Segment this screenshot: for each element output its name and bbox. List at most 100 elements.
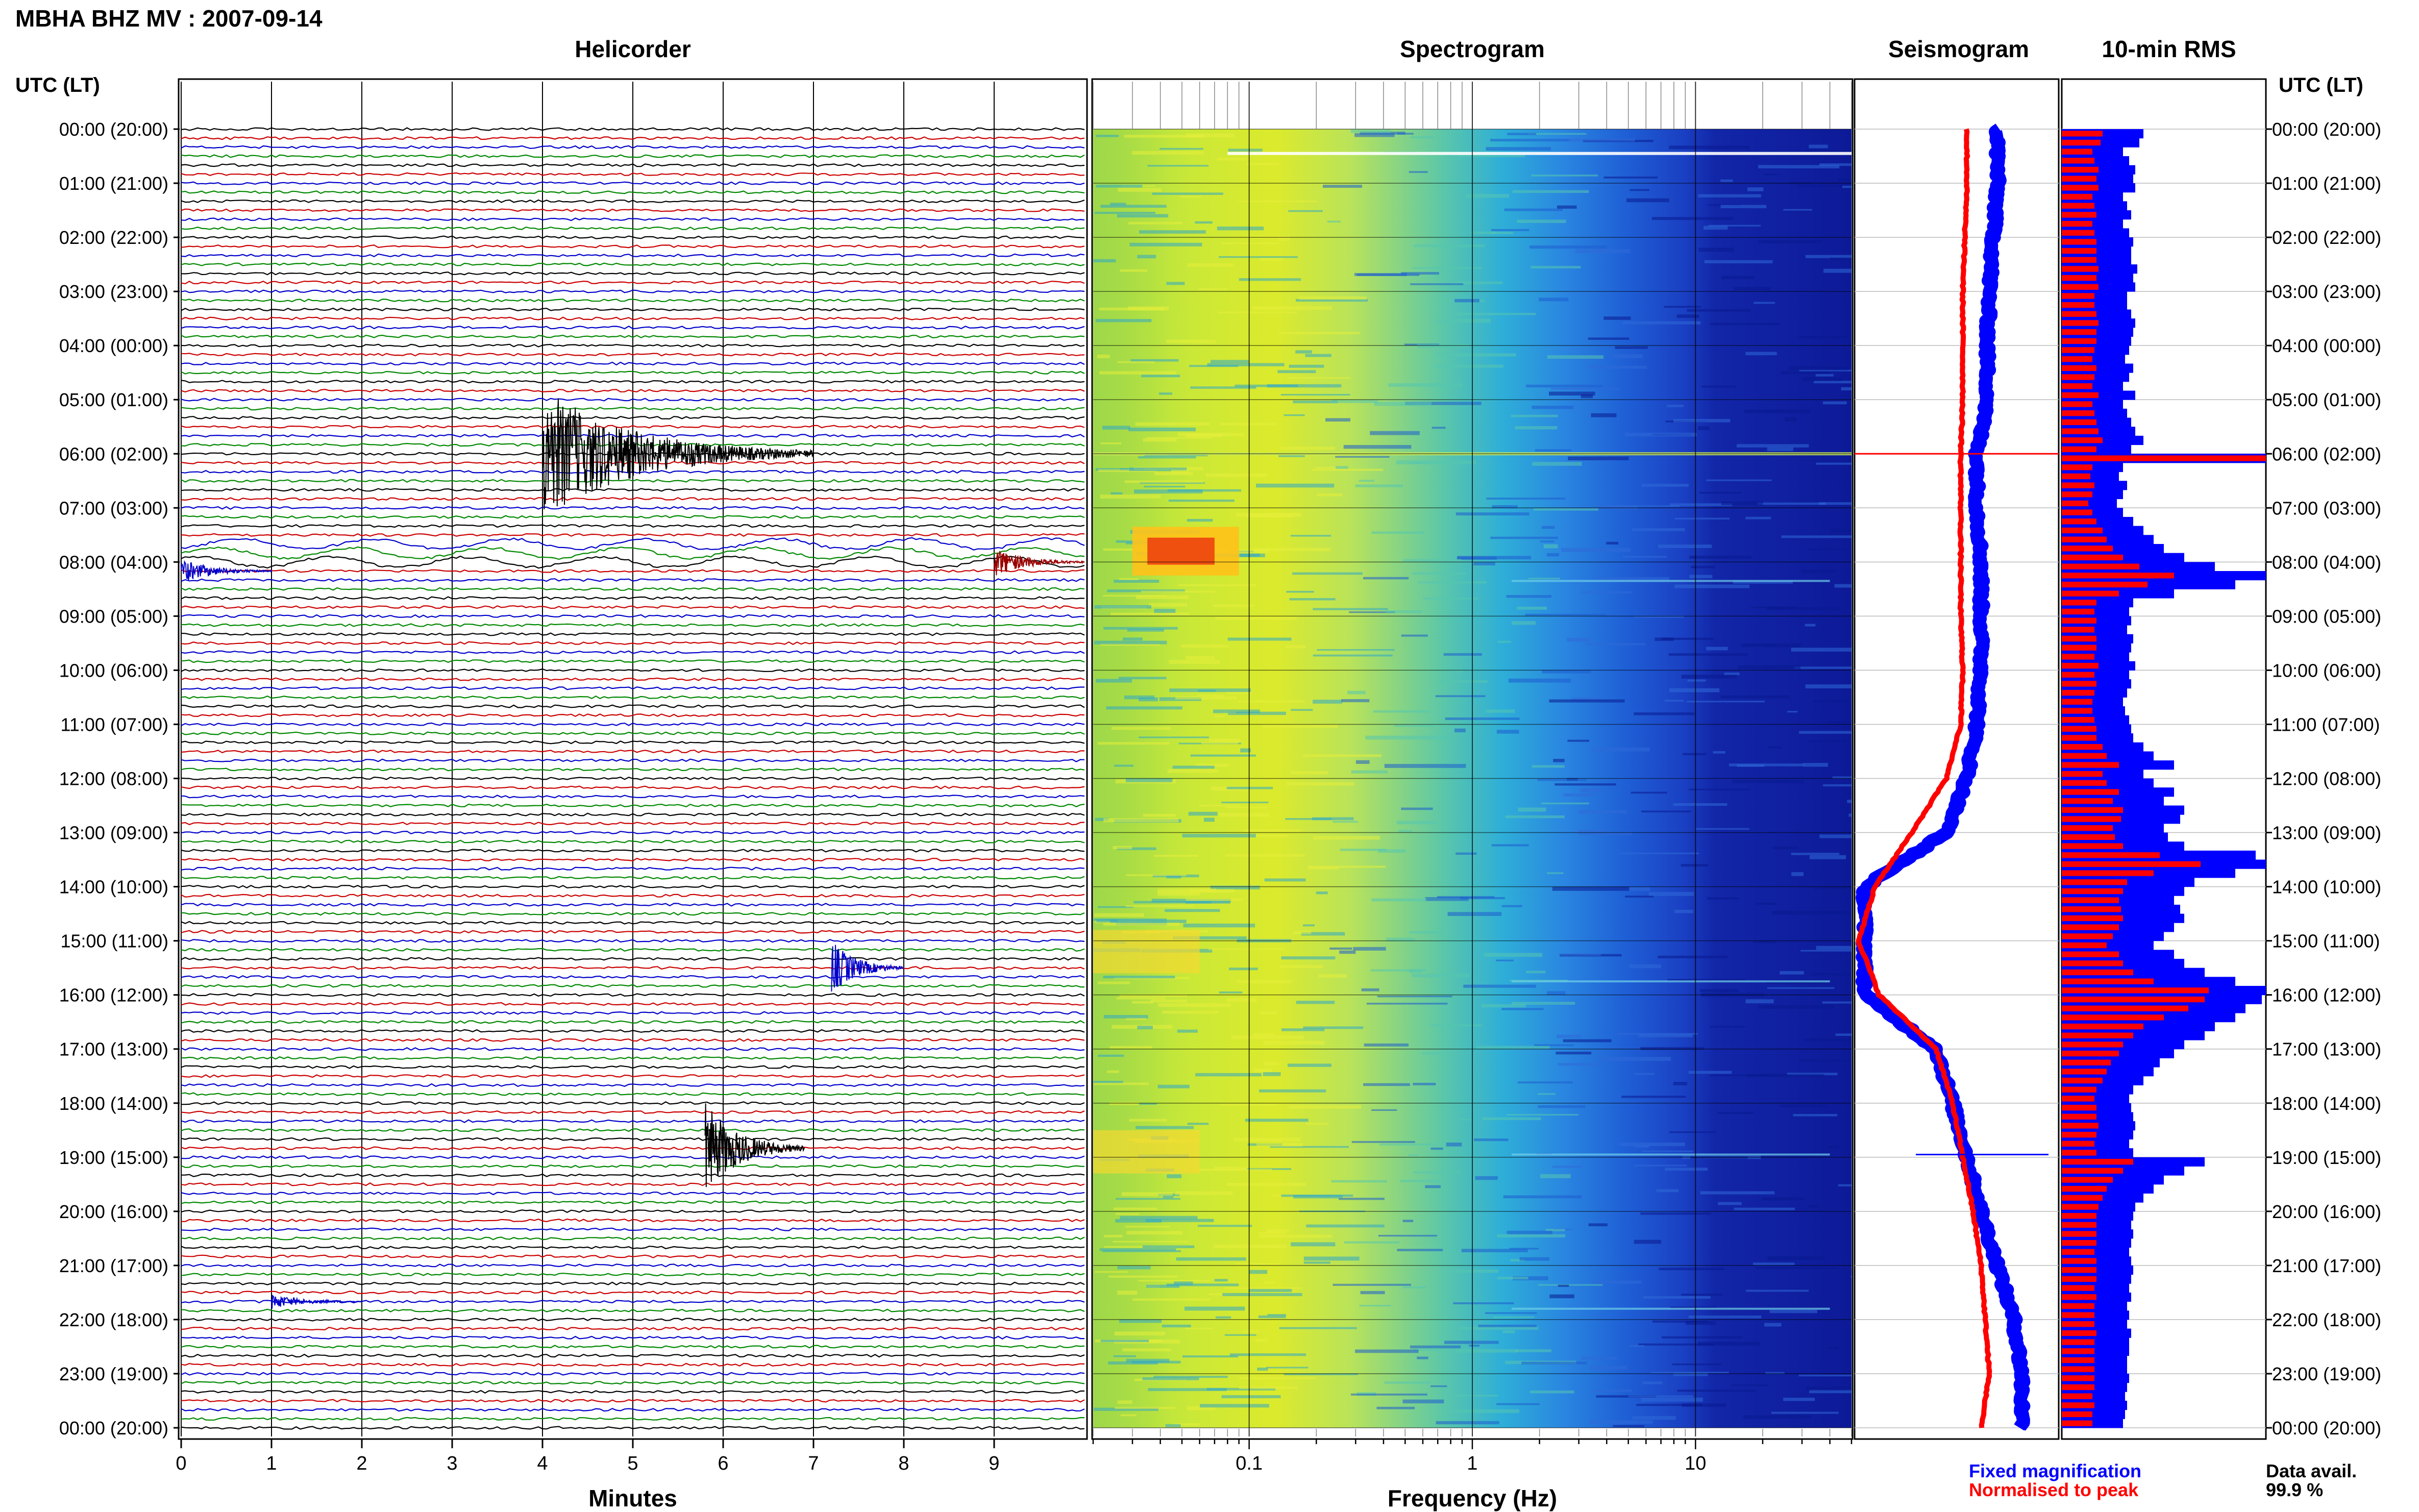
spectrogram-streak — [1738, 665, 1801, 669]
spectrogram-streak — [1116, 997, 1166, 1000]
spectrogram-streak — [1195, 221, 1213, 224]
rms-bar-normalised — [2062, 1375, 2094, 1381]
spectrogram-streak — [1095, 1271, 1128, 1273]
spectrogram-streak — [1200, 1404, 1269, 1408]
spectrogram-streak — [1278, 455, 1305, 457]
time-label-left: 09:00 (05:00) — [59, 606, 168, 627]
spectrogram-streak — [1747, 187, 1764, 191]
spectrogram-streak — [1766, 607, 1839, 610]
helicorder-trace — [181, 795, 1085, 799]
spectrogram-streak — [1125, 905, 1194, 907]
rms-bar-normalised — [2062, 1393, 2092, 1399]
spectrogram-streak — [1159, 147, 1203, 150]
spectrogram-streak — [1410, 283, 1464, 285]
spectrogram-streak — [1762, 1197, 1804, 1201]
spectrogram-streak — [1745, 352, 1777, 356]
spectrogram-streak — [1373, 710, 1429, 713]
spectrogram-streak — [1588, 365, 1647, 369]
helicorder-trace — [181, 1281, 1085, 1285]
spectrogram-streak — [1235, 1262, 1279, 1265]
spectrogram-streak — [1158, 1003, 1231, 1007]
spectrogram-streak — [1102, 1250, 1181, 1252]
spectrogram-streak — [1517, 219, 1566, 224]
spectrogram-streak — [1809, 1390, 1852, 1394]
spectrogram-streak — [1798, 336, 1848, 338]
spectrogram-streak — [1453, 1302, 1514, 1304]
spectrogram-streak — [1226, 806, 1268, 809]
helicorder-trace — [181, 1119, 1085, 1123]
helicorder-trace — [181, 1137, 1085, 1142]
spectrogram-streak — [1113, 1355, 1137, 1357]
spectrogram-streak — [1529, 245, 1607, 249]
spectrogram-streak — [1750, 606, 1797, 608]
spectrogram-streak — [1558, 1063, 1603, 1066]
spectrogram-streak — [1814, 381, 1852, 384]
spectrogram-streak — [1635, 1145, 1649, 1148]
data-availability-label: Data avail. — [2266, 1460, 2357, 1481]
spectrogram-streak — [1327, 220, 1341, 223]
spectrogram-streak — [1247, 163, 1280, 165]
spectrogram-streak — [1103, 627, 1178, 630]
spectrogram-streak — [1538, 1093, 1556, 1095]
helicorder-trace — [181, 659, 1085, 663]
time-label-right: 20:00 (16:00) — [2272, 1201, 2381, 1222]
spectrogram-streak — [1186, 898, 1244, 901]
spectrogram-streak — [1408, 1154, 1419, 1156]
spectrogram-streak — [1780, 1104, 1828, 1107]
spectrogram-streak — [1409, 931, 1443, 934]
spectrogram-streak — [1260, 1011, 1277, 1014]
spectrogram-streak — [1491, 229, 1529, 231]
spectrogram-streak — [1746, 1074, 1824, 1077]
spectrogram-streak — [1752, 1262, 1795, 1266]
rms-bar-normalised — [2062, 536, 2107, 542]
spectrogram-streak — [1641, 1397, 1703, 1402]
spectrogram-streak — [1768, 746, 1782, 749]
spectrogram-streak — [1435, 695, 1486, 698]
spectrogram-streak — [1721, 276, 1754, 280]
spectrogram-streak — [1289, 364, 1324, 368]
spectrogram-streak — [1376, 1406, 1415, 1409]
spectrogram-streak — [1781, 371, 1830, 375]
spectrogram-streak — [1353, 947, 1386, 951]
rms-bar-normalised — [2062, 212, 2096, 218]
spectrogram-streak — [1094, 212, 1155, 214]
spectrogram-streak — [1606, 541, 1619, 544]
spectrogram-streak — [1108, 1361, 1158, 1365]
spectrogram-streak — [1366, 1003, 1448, 1005]
helicorder-trace — [181, 1173, 1085, 1177]
spectrogram-streak — [1638, 1343, 1715, 1346]
spectrogram-streak — [1816, 462, 1852, 465]
spectrogram-streak — [1279, 1327, 1357, 1329]
spectrogram-streak — [1698, 247, 1734, 252]
spectrogram-streak — [1317, 649, 1395, 651]
helicorder-trace — [181, 812, 1085, 816]
time-label-left: 15:00 (11:00) — [61, 931, 168, 952]
helicorder-trace — [181, 686, 1084, 690]
helicorder-trace — [181, 533, 1084, 537]
spectrogram-grid — [1093, 82, 1852, 1436]
helicorder-trace — [181, 1020, 1085, 1024]
spectrogram-streak — [1505, 815, 1565, 819]
spectrogram-streak — [1626, 198, 1669, 203]
spectrogram-streak — [1823, 784, 1852, 787]
spectrogram-streak — [1452, 670, 1463, 673]
spectrogram-streak — [1651, 1372, 1729, 1374]
spectrogram-streak — [1734, 287, 1771, 290]
helicorder-event-trace — [831, 945, 904, 992]
spectrogram-streak — [1745, 999, 1774, 1004]
spectrogram-streak — [1720, 695, 1790, 699]
helicorder-trace — [181, 938, 1085, 943]
spectrogram-streak — [1127, 628, 1164, 632]
spectrogram-streak — [1534, 1044, 1574, 1047]
spectrogram-streak — [1267, 1314, 1287, 1316]
helicorder-trace — [181, 1407, 1085, 1412]
spectrogram-streak — [1162, 1324, 1191, 1328]
spectrogram-streak — [1683, 753, 1707, 756]
helicorder-event-trace — [181, 560, 272, 581]
rms-bar-normalised — [2062, 428, 2099, 434]
spectrogram-streak — [1547, 553, 1560, 557]
time-label-right: 18:00 (14:00) — [2272, 1093, 2381, 1114]
spectrogram-streak — [1146, 1284, 1180, 1288]
helicorder-trace — [181, 280, 1085, 285]
